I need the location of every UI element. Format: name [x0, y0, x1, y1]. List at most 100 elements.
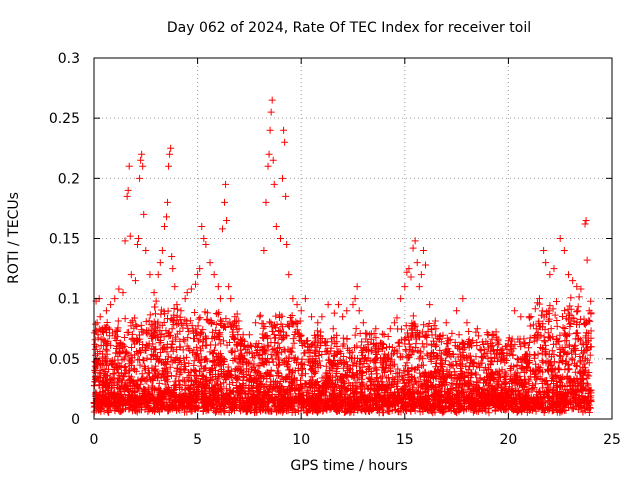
- data-point: [260, 247, 268, 255]
- data-point: [314, 319, 322, 327]
- data-point: [264, 162, 272, 170]
- data-point: [270, 180, 278, 188]
- data-point: [164, 198, 172, 206]
- y-tick-label: 0.3: [58, 51, 80, 67]
- data-point: [225, 283, 233, 291]
- data-point: [216, 295, 224, 303]
- y-axis-label: ROTI / TECUs: [6, 192, 22, 284]
- data-point: [573, 283, 581, 291]
- data-points: [91, 96, 595, 351]
- data-point: [359, 319, 367, 327]
- data-point: [355, 307, 363, 315]
- data-point: [121, 237, 129, 245]
- data-point: [119, 289, 127, 297]
- x-tick-label: 25: [603, 432, 621, 448]
- data-point: [426, 301, 434, 309]
- data-point: [413, 259, 421, 267]
- data-point: [349, 301, 357, 309]
- y-tick-label: 0.25: [49, 111, 80, 127]
- data-point: [181, 295, 189, 303]
- data-point: [308, 313, 316, 321]
- data-point: [158, 247, 166, 255]
- data-point: [473, 325, 481, 333]
- data-point: [484, 331, 492, 339]
- data-point: [256, 313, 264, 321]
- data-point: [546, 271, 554, 279]
- data-point: [206, 259, 214, 267]
- data-point: [265, 150, 273, 158]
- data-point: [293, 301, 301, 309]
- data-point: [138, 150, 146, 158]
- data-point: [401, 283, 409, 291]
- data-point: [167, 144, 175, 152]
- data-point: [459, 295, 467, 303]
- data-point: [94, 331, 102, 339]
- data-point: [218, 225, 226, 233]
- data-point: [504, 337, 512, 345]
- data-point: [210, 271, 218, 279]
- dense-point-cloud: [90, 293, 595, 417]
- data-point: [140, 210, 148, 218]
- data-point: [137, 156, 145, 164]
- y-axis-ticks: 0 0.05 0.1 0.15 0.2 0.25 0.3: [49, 51, 612, 428]
- data-point: [540, 247, 548, 255]
- data-point: [173, 301, 181, 309]
- data-point: [93, 319, 101, 327]
- data-point: [165, 162, 173, 170]
- data-point: [560, 247, 568, 255]
- data-point: [372, 325, 380, 333]
- data-point: [279, 174, 287, 182]
- data-point: [111, 295, 119, 303]
- data-point: [152, 297, 160, 305]
- data-point: [123, 192, 131, 200]
- data-point: [177, 307, 185, 315]
- data-point: [577, 285, 585, 293]
- data-point: [98, 325, 106, 333]
- x-axis-ticks: 0 5 10 15 20 25: [90, 58, 621, 448]
- data-point: [453, 307, 461, 315]
- data-point: [324, 301, 332, 309]
- data-point: [194, 271, 202, 279]
- y-tick-label: 0.15: [49, 232, 80, 248]
- data-point: [268, 96, 276, 104]
- y-tick-label: 0.1: [58, 292, 80, 308]
- x-tick-label: 5: [193, 432, 202, 448]
- data-point: [334, 301, 342, 309]
- data-point: [569, 277, 577, 285]
- data-point: [166, 150, 174, 158]
- data-point: [351, 295, 359, 303]
- data-point: [581, 220, 589, 228]
- data-point: [127, 271, 135, 279]
- y-tick-label: 0.05: [49, 352, 80, 368]
- data-point: [403, 268, 411, 276]
- data-point: [409, 244, 417, 252]
- data-point: [231, 313, 239, 321]
- data-point: [227, 295, 235, 303]
- data-point: [131, 277, 139, 285]
- data-point: [198, 222, 206, 230]
- data-point: [266, 126, 274, 134]
- data-point: [200, 235, 208, 242]
- data-point: [150, 289, 158, 297]
- data-point: [411, 237, 419, 245]
- data-point: [511, 307, 519, 315]
- data-point: [115, 285, 123, 293]
- point-cloud-markers: [90, 293, 595, 417]
- x-axis-label: GPS time / hours: [290, 458, 407, 474]
- data-point: [415, 283, 423, 291]
- data-point: [301, 295, 309, 303]
- x-tick-label: 15: [396, 432, 414, 448]
- data-point: [419, 247, 427, 255]
- data-point: [422, 261, 430, 269]
- data-point: [318, 313, 326, 321]
- data-point: [550, 265, 558, 273]
- data-point: [442, 319, 450, 327]
- data-point: [517, 313, 525, 321]
- data-point: [187, 285, 195, 293]
- data-point: [366, 331, 374, 339]
- data-point: [582, 216, 590, 224]
- data-point: [397, 295, 405, 303]
- data-point: [96, 313, 104, 321]
- data-point: [272, 222, 280, 230]
